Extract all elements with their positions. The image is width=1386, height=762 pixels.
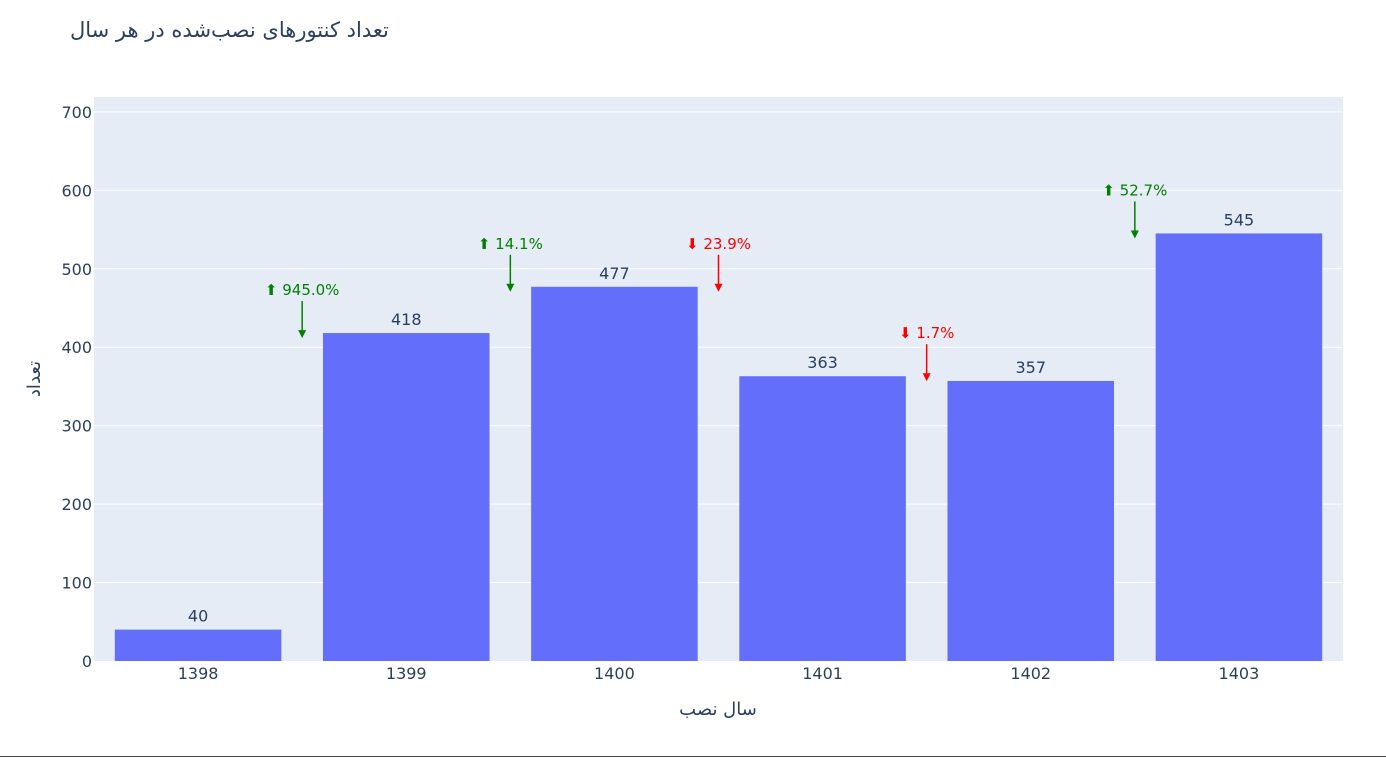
y-tick-label: 0	[82, 652, 92, 671]
x-tick-label: 1400	[594, 664, 635, 683]
bar[interactable]	[114, 629, 282, 661]
data-labels: 40 418 477 363 357 545	[188, 210, 1254, 625]
data-label: 418	[391, 310, 422, 329]
annotation-arrowhead	[714, 283, 723, 292]
y-tick-label: 700	[61, 103, 92, 122]
change-annotation: ⬆ 945.0%	[265, 281, 340, 339]
plot-area	[94, 97, 1343, 661]
bar[interactable]	[1155, 233, 1323, 661]
y-tick-label: 100	[61, 574, 92, 593]
change-annotations: ⬆ 945.0% ⬆ 14.1% ⬇ 23.9% ⬇ 1.7% ⬆ 52.7%	[265, 181, 1167, 382]
y-tick-label: 200	[61, 495, 92, 514]
y-axis-title: تعداد	[24, 361, 45, 397]
x-tick-label: 1398	[178, 664, 219, 683]
data-label: 477	[599, 264, 630, 283]
bar[interactable]	[531, 286, 698, 661]
x-tick-label: 1401	[802, 664, 843, 683]
y-tick-label: 500	[61, 260, 92, 279]
chart-title: تعداد کنتورهای نصب‌شده در هر سال	[70, 18, 389, 42]
bar[interactable]	[947, 380, 1115, 661]
change-annotation: ⬆ 52.7%	[1102, 181, 1167, 239]
annotation-arrowhead	[1130, 230, 1139, 239]
data-label: 545	[1224, 210, 1255, 229]
data-label: 363	[807, 353, 838, 372]
y-tick-label: 300	[61, 417, 92, 436]
annotation-label: ⬆ 52.7%	[1102, 181, 1167, 199]
change-annotation: ⬆ 14.1%	[478, 235, 543, 292]
data-label: 357	[1015, 358, 1046, 377]
annotation-label: ⬆ 945.0%	[265, 281, 340, 299]
bar[interactable]	[739, 376, 906, 661]
x-axis-title: سال نصب	[679, 699, 757, 720]
y-tick-label: 400	[61, 338, 92, 357]
annotation-label: ⬇ 23.9%	[686, 235, 751, 253]
y-tick-label: 600	[61, 181, 92, 200]
x-tick-label: 1403	[1219, 664, 1260, 683]
bar[interactable]	[322, 333, 490, 661]
annotation-label: ⬇ 1.7%	[899, 324, 954, 342]
annotation-arrowhead	[506, 283, 515, 292]
bars	[114, 233, 1323, 661]
x-tick-label: 1402	[1010, 664, 1051, 683]
annotation-label: ⬆ 14.1%	[478, 235, 543, 253]
axis-ticks: 0 100 200 300 400 500 600 700 1398 1399 1400 1401 14…	[61, 103, 1259, 683]
change-annotation: ⬇ 1.7%	[899, 324, 954, 382]
gridlines	[94, 111, 1343, 584]
bottom-divider	[0, 756, 1386, 757]
annotation-arrowhead	[298, 330, 307, 339]
change-annotation: ⬇ 23.9%	[686, 235, 751, 292]
annotation-arrowhead	[922, 373, 931, 382]
data-label: 40	[188, 607, 208, 626]
x-tick-label: 1399	[386, 664, 427, 683]
